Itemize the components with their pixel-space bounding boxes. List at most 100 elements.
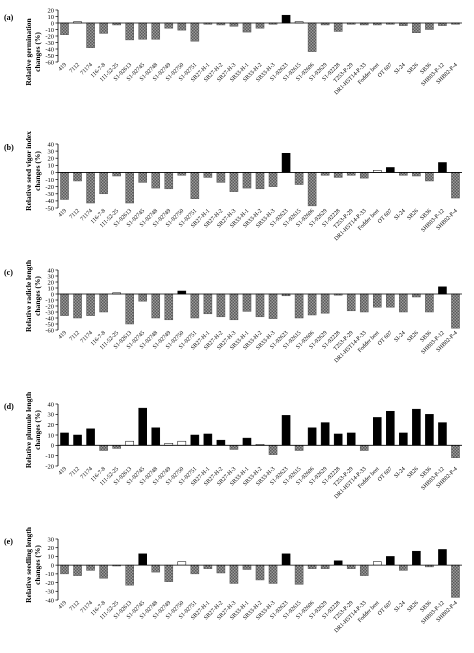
bar-d xyxy=(73,434,82,446)
x-tick-label-e: SB26 xyxy=(406,600,419,613)
bar-e xyxy=(333,560,343,566)
bar-b xyxy=(203,172,213,178)
bar-d xyxy=(203,433,213,446)
y-tick-label-e: -40 xyxy=(45,597,54,604)
x-tick-label-b: OT 607 xyxy=(377,208,394,225)
y-tick-label-b: -20 xyxy=(45,184,54,191)
x-tick-label-c: SI-24 xyxy=(393,330,406,343)
bar-e xyxy=(281,553,291,566)
bar-c xyxy=(438,286,447,295)
chart-panel-d: (d) Relative plumule length changes (%) … xyxy=(4,391,462,500)
y-tick-label-d: 20 xyxy=(48,422,55,429)
bar-a xyxy=(164,22,174,29)
bar-d xyxy=(281,415,291,446)
x-tick-label-c: SB26 xyxy=(406,330,419,343)
bar-b xyxy=(177,172,187,176)
bar-c xyxy=(60,293,69,316)
panel-label-b: (b) xyxy=(4,143,14,152)
y-tick-label-e: 10 xyxy=(48,554,55,561)
bar-a xyxy=(190,22,200,42)
bar-d xyxy=(294,445,304,451)
bar-b xyxy=(399,172,408,176)
bar-c xyxy=(86,293,95,316)
bar-c xyxy=(190,293,200,319)
bar-c xyxy=(373,293,382,308)
panel-label-e: (e) xyxy=(4,537,13,546)
y-tick-label-b: 20 xyxy=(48,156,55,163)
y-tick-label-a: 20 xyxy=(48,7,55,14)
y-axis-label-c-line1: Relative radicle length xyxy=(24,259,33,332)
bar-d xyxy=(242,437,252,446)
bar-e xyxy=(386,556,395,566)
y-tick-label-e: 20 xyxy=(48,545,55,552)
y-tick-label-b: 10 xyxy=(48,163,55,170)
bar-e xyxy=(255,564,265,581)
bar-e xyxy=(203,564,213,569)
bar-d xyxy=(320,422,330,446)
y-tick-label-d: -10 xyxy=(45,453,54,460)
y-tick-label-d: 40 xyxy=(48,401,55,408)
bar-c xyxy=(386,293,395,308)
y-tick-label-a: 10 xyxy=(48,14,55,21)
bar-e xyxy=(190,564,200,575)
y-tick-label-c: -20 xyxy=(45,303,54,310)
bar-e xyxy=(294,564,304,585)
y-tick-label-a: -50 xyxy=(45,53,54,60)
bar-b xyxy=(242,172,252,189)
bar-a xyxy=(151,22,161,40)
bar-c xyxy=(151,293,161,319)
bar-c xyxy=(307,293,317,316)
bar-d xyxy=(333,433,343,446)
y-tick-label-e: -20 xyxy=(45,580,54,587)
bar-a xyxy=(307,22,317,52)
y-tick-label-a: -10 xyxy=(45,27,54,34)
bar-c xyxy=(164,293,174,321)
x-tick-label-b: 419 xyxy=(58,208,68,218)
bar-e xyxy=(359,564,369,576)
bar-a xyxy=(255,22,265,29)
bar-a xyxy=(242,22,252,33)
y-tick-label-e: 30 xyxy=(48,536,55,543)
bar-b xyxy=(346,172,356,176)
bar-b xyxy=(359,172,369,179)
panel-label-d: (d) xyxy=(4,402,14,411)
x-tick-label-c: 419 xyxy=(58,330,68,340)
bar-d xyxy=(190,434,200,446)
chart-panel-a: (a) Relative germination changes (%) 201… xyxy=(4,7,462,96)
bar-c xyxy=(294,293,304,319)
x-tick-label-e: OT 607 xyxy=(377,600,394,617)
y-axis-label-a-line2: changes (%) xyxy=(33,32,42,72)
bar-b xyxy=(138,172,147,183)
bar-b xyxy=(86,172,95,204)
bar-b xyxy=(99,172,108,195)
chart-panel-b: (b) Relative seed vigor index changes (%… xyxy=(4,131,462,242)
bar-d xyxy=(125,440,134,446)
bar-b xyxy=(294,172,304,185)
bar-c xyxy=(425,293,434,313)
bar-d xyxy=(151,427,161,446)
bar-d xyxy=(373,417,382,446)
y-tick-label-c: 20 xyxy=(48,279,55,286)
bar-c xyxy=(203,293,213,315)
bar-c xyxy=(255,293,265,318)
bar-b xyxy=(333,172,343,178)
bar-d xyxy=(359,445,369,451)
bar-a xyxy=(86,22,95,48)
bar-d xyxy=(386,410,395,446)
y-axis-label-e-line1: Relative seedling length xyxy=(24,526,33,603)
bar-e xyxy=(99,564,108,579)
x-tick-label-e: SI-24 xyxy=(393,600,406,613)
y-tick-label-e: 0 xyxy=(51,562,54,569)
bar-b xyxy=(320,172,330,176)
bar-d xyxy=(60,432,69,446)
bar-b xyxy=(190,172,200,200)
y-tick-label-d: -20 xyxy=(45,463,54,470)
bar-d xyxy=(138,407,147,446)
y-tick-label-b: -10 xyxy=(45,177,54,184)
bar-e xyxy=(86,564,95,571)
bar-d xyxy=(399,432,408,446)
bar-b xyxy=(307,172,317,207)
bar-d xyxy=(99,445,108,451)
bar-e xyxy=(320,564,330,569)
bar-d xyxy=(307,427,317,446)
